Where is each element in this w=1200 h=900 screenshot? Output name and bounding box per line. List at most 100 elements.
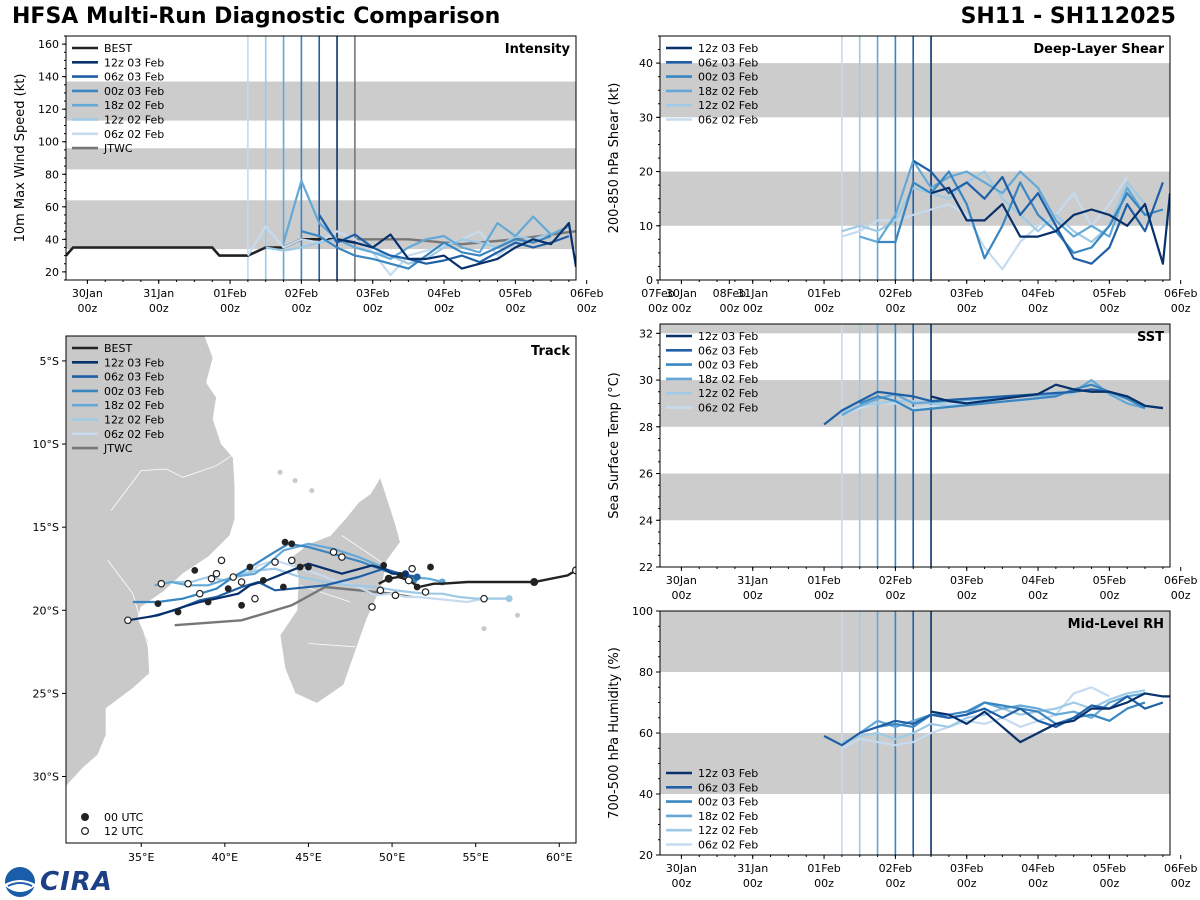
marker-12utc — [237, 578, 246, 586]
series-12z-03-feb — [930, 186, 1170, 265]
x-tick-label: 00z — [743, 877, 763, 890]
marker-00utc — [380, 561, 388, 569]
legend-label: 12z 02 Feb — [698, 824, 758, 837]
legend-label: 12z 02 Feb — [104, 114, 164, 127]
panel-title: Deep-Layer Shear — [1033, 42, 1164, 57]
marker-00utc — [246, 563, 254, 571]
series-18z-02-feb — [859, 159, 1146, 244]
y-tick-label: 20°S — [33, 604, 59, 617]
x-tick-label: 06Feb — [570, 287, 603, 300]
marker-12utc — [287, 556, 296, 565]
x-tick-label: 00z — [363, 302, 383, 315]
marker-00utc — [305, 563, 312, 571]
storm-id: SH11 - SH112025 — [960, 4, 1176, 29]
x-tick-label: 00z — [743, 302, 763, 315]
x-tick-label: 00z — [814, 877, 834, 890]
legend-label: 12z 03 Feb — [104, 356, 164, 369]
y-tick-label: 60 — [639, 727, 653, 740]
series-12z-02-feb — [841, 170, 1146, 244]
panel-track: 35°E 40°E 45°E 50°E 55°E 60°E 5°S 10°S 15°S 20°S 2… — [33, 335, 577, 864]
y-tick-label: 20 — [639, 166, 653, 179]
cira-logo-text: CIRA — [40, 867, 113, 897]
y-tick-label: 40 — [639, 57, 653, 70]
legend-label: 00z 03 Feb — [698, 796, 758, 809]
legend-label: 06z 02 Feb — [698, 402, 758, 415]
x-tick-label: 03Feb — [950, 287, 983, 300]
y-tick-label: 160 — [38, 38, 59, 51]
x-tick-label: 00z — [814, 302, 834, 315]
africa-landmass — [66, 336, 236, 788]
legend-label: 00z 03 Feb — [104, 385, 164, 398]
x-tick-label: 00z — [672, 589, 692, 602]
series-18z-02-feb — [841, 379, 1146, 417]
legend-label: 06z 02 Feb — [104, 428, 164, 441]
series-00z-03-feb — [877, 701, 1146, 728]
x-tick-label: 00z — [957, 589, 977, 602]
x-tick-label: 06Feb — [1164, 287, 1197, 300]
x-tick-label: 00z — [719, 302, 739, 315]
page-title: HFSA Multi-Run Diagnostic Comparison — [12, 4, 501, 29]
country-border — [107, 560, 150, 652]
threshold-band — [660, 63, 1170, 118]
x-tick-label: 50°E — [379, 851, 405, 864]
x-tick-label: 05Feb — [499, 287, 532, 300]
series-06z-03-feb — [318, 214, 570, 265]
y-tick-label: 15°S — [33, 521, 59, 534]
plot-area — [660, 324, 1170, 567]
legend-label: BEST — [104, 342, 132, 355]
x-tick-label: 06Feb — [1164, 574, 1197, 587]
marker-00utc — [413, 583, 421, 591]
legend-label: 18z 02 Feb — [698, 810, 758, 823]
legend-label: 18z 02 Feb — [698, 85, 758, 98]
y-tick-label: 25°S — [33, 687, 59, 700]
x-tick-label: 30Jan — [666, 574, 697, 587]
series-06z-02-feb — [841, 686, 1110, 750]
marker-best — [530, 578, 539, 587]
x-tick-label: 01Feb — [213, 287, 246, 300]
track-best — [378, 569, 576, 589]
map-area — [66, 336, 576, 843]
series-jtwc — [354, 230, 576, 246]
marker-12utc — [391, 591, 400, 600]
x-tick-label: 04Feb — [1021, 574, 1054, 587]
marker-12utc — [480, 594, 488, 603]
marker-00utc — [174, 608, 182, 616]
x-tick-label: 03Feb — [356, 287, 389, 300]
x-tick-label: 06Feb — [1164, 862, 1197, 875]
y-tick-label: 26 — [639, 468, 653, 481]
marker-00utc — [259, 576, 267, 584]
marker-00utc — [191, 566, 199, 574]
marker-12utc — [217, 556, 226, 565]
x-tick-label: 05Feb — [1093, 287, 1126, 300]
x-tick-label: 60°E — [546, 851, 572, 864]
x-tick-label: 00z — [1028, 877, 1048, 890]
legend-label: 06z 03 Feb — [104, 371, 164, 384]
country-border — [110, 455, 232, 511]
series-best — [66, 238, 356, 257]
marker-00utc — [397, 571, 404, 579]
marker-legend-symbol — [80, 812, 89, 821]
series-00z-03-feb — [301, 230, 552, 270]
panel-sst: 22 24 26 28 30 32 30Jan 00z 31Jan 00z 01Feb 00z 02Fe… — [607, 323, 1197, 602]
legend-label: 00z 03 Feb — [698, 359, 758, 372]
x-tick-label: 00z — [814, 589, 834, 602]
x-tick-label: 00z — [743, 589, 763, 602]
x-tick-label: 30Jan — [666, 862, 697, 875]
y-tick-label: 20 — [639, 849, 653, 862]
x-tick-label: 01Feb — [807, 287, 840, 300]
marker-12utc — [368, 603, 376, 611]
marker-00utc — [281, 538, 289, 546]
y-axis-label: 200-850 hPa Shear (kt) — [607, 83, 622, 234]
x-tick-label: 00z — [434, 302, 454, 315]
threshold-band — [660, 733, 1170, 794]
marker-12utc — [184, 579, 192, 588]
legend-label: 06z 02 Feb — [104, 128, 164, 141]
y-tick-label: 10 — [639, 220, 653, 233]
panel-title: Intensity — [505, 42, 571, 57]
x-tick-label: 00z — [672, 302, 692, 315]
x-tick-label: 08Feb — [713, 287, 746, 300]
marker-12utc — [408, 564, 416, 573]
x-tick-label: 40°E — [212, 851, 238, 864]
y-tick-label: 80 — [639, 666, 653, 679]
